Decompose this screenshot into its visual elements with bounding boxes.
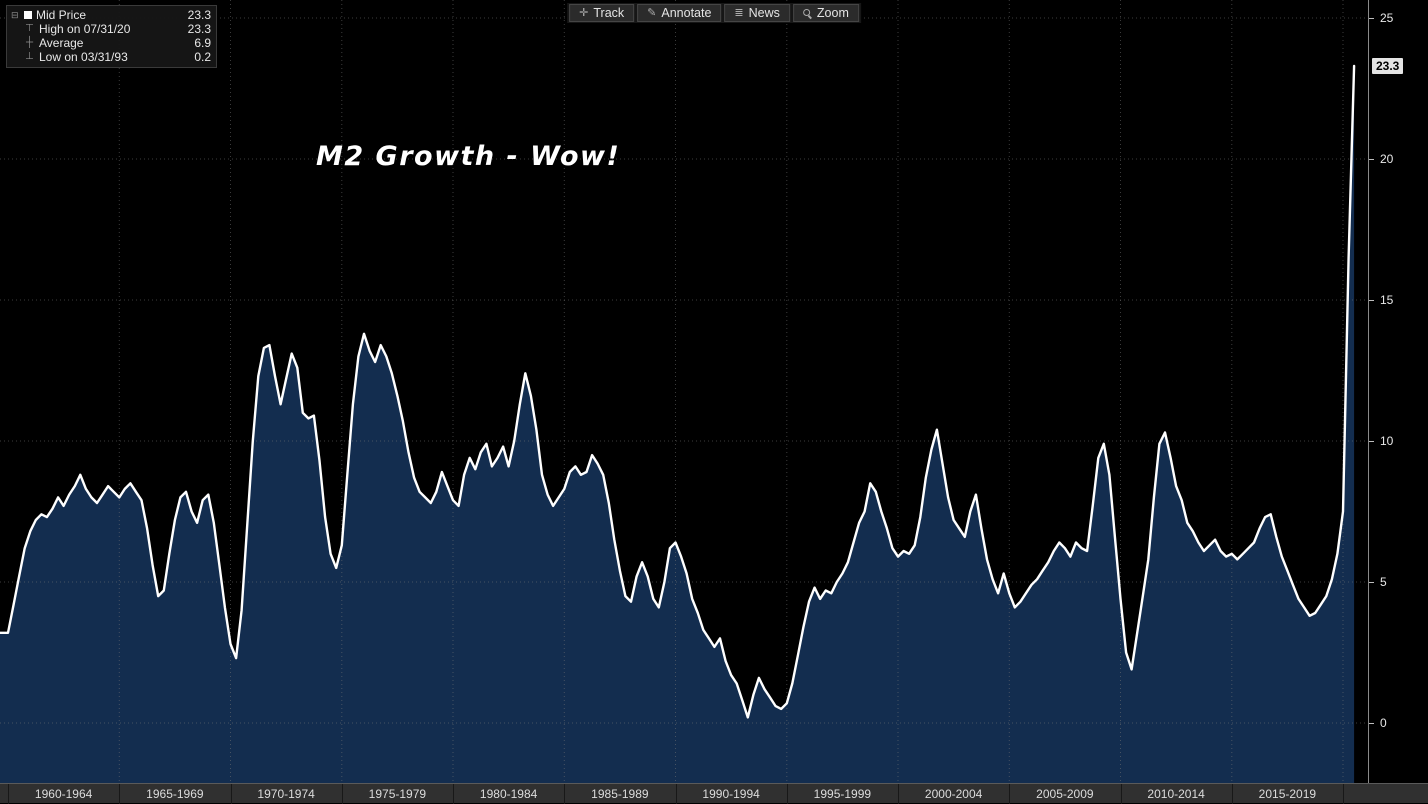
x-axis-separator: [675, 784, 677, 804]
x-axis-separator: [230, 784, 232, 804]
x-axis-separator: [119, 784, 121, 804]
x-axis-separator: [1231, 784, 1233, 804]
price-line: [0, 64, 1356, 719]
y-axis-label: 10: [1380, 434, 1394, 448]
y-axis[interactable]: 23.3 0 5 10 15 20 25: [1368, 0, 1428, 783]
legend-label: Average: [39, 36, 84, 50]
x-axis-separator: [786, 784, 788, 804]
x-axis-label: 1995-1999: [813, 787, 872, 801]
legend-value: 23.3: [187, 22, 211, 36]
news-button-label: News: [748, 6, 780, 20]
x-axis-label: 1975-1979: [368, 787, 427, 801]
y-axis-label: 5: [1380, 575, 1387, 589]
area-fill: [0, 65, 1355, 783]
legend-label: Mid Price: [36, 8, 87, 22]
m2-growth-area-chart[interactable]: [0, 0, 1368, 783]
y-axis-label: 0: [1380, 716, 1387, 730]
y-axis-tick: [1369, 159, 1374, 160]
collapse-icon[interactable]: ⊟: [11, 9, 19, 20]
series-swatch: [24, 11, 32, 19]
x-axis-separator: [1009, 784, 1011, 804]
news-list-icon: ≣: [734, 6, 744, 19]
x-axis-separator: [1343, 784, 1344, 804]
legend-row-average[interactable]: ┼ Average 6.9: [11, 36, 211, 50]
x-axis-label: 1985-1989: [591, 787, 649, 801]
x-axis-separator: [1120, 784, 1122, 804]
x-axis-separator: [8, 784, 9, 804]
chart-toolbar: ✛ Track ✎ Annotate ≣ News Zoom: [567, 3, 861, 23]
track-button-label: Track: [593, 6, 625, 20]
average-marker-icon: ┼: [25, 37, 34, 48]
y-axis-tick: [1369, 441, 1374, 442]
x-axis-label: 1990-1994: [702, 787, 760, 801]
x-axis[interactable]: 1960-1964 1965-1969 1970-1974 1975-1979 1980…: [0, 783, 1428, 804]
x-axis-label: 2005-2009: [1036, 787, 1094, 801]
zoom-button[interactable]: Zoom: [792, 4, 859, 22]
y-axis-tick: [1369, 723, 1374, 724]
x-axis-label: 2015-2019: [1258, 787, 1317, 801]
y-axis-tick: [1369, 18, 1374, 19]
annotate-button[interactable]: ✎ Annotate: [637, 4, 722, 22]
zoom-magnifier-icon: [802, 8, 812, 18]
x-axis-label: 1960-1964: [34, 787, 93, 801]
legend-box[interactable]: ⊟ Mid Price 23.3 ⊤ High on 07/31/20 23.3…: [6, 5, 217, 68]
zoom-button-label: Zoom: [816, 6, 849, 20]
x-axis-separator: [453, 784, 454, 804]
legend-row-mid-price[interactable]: ⊟ Mid Price 23.3: [11, 8, 211, 22]
y-axis-label: 15: [1380, 293, 1394, 307]
x-axis-label: 1965-1969: [146, 787, 204, 801]
last-price-badge: 23.3: [1372, 57, 1404, 74]
legend-value: 0.2: [194, 50, 211, 64]
legend-label: Low on 03/31/93: [39, 50, 128, 64]
annotate-button-label: Annotate: [661, 6, 712, 20]
legend-label: High on 07/31/20: [39, 22, 131, 36]
legend-row-high[interactable]: ⊤ High on 07/31/20 23.3: [11, 22, 211, 36]
y-axis-label: 25: [1380, 11, 1394, 25]
x-axis-separator: [564, 784, 566, 804]
y-axis-tick: [1369, 582, 1374, 583]
x-axis-label: 2000-2004: [924, 787, 983, 801]
x-axis-separator: [898, 784, 899, 804]
low-marker-icon: ⊥: [25, 51, 34, 62]
y-axis-label: 20: [1380, 152, 1394, 166]
annotate-pencil-icon: ✎: [647, 6, 657, 19]
news-button[interactable]: ≣ News: [724, 4, 790, 22]
high-marker-icon: ⊤: [25, 23, 34, 34]
x-axis-separator: [341, 784, 343, 804]
x-axis-label: 2010-2014: [1147, 787, 1205, 801]
y-axis-tick: [1369, 300, 1374, 301]
legend-row-low[interactable]: ⊥ Low on 03/31/93 0.2: [11, 50, 211, 64]
track-crosshair-icon: ✛: [579, 6, 589, 19]
chart-annotation[interactable]: M2 Growth - Wow!: [316, 141, 621, 172]
x-axis-label: 1980-1984: [479, 787, 538, 801]
track-button[interactable]: ✛ Track: [569, 4, 635, 22]
legend-value: 23.3: [187, 8, 211, 22]
legend-value: 6.9: [194, 36, 211, 50]
x-axis-label: 1970-1974: [257, 787, 315, 801]
